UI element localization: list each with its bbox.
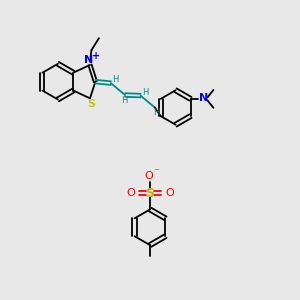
Text: S: S	[87, 99, 95, 109]
Text: O: O	[144, 171, 153, 181]
Text: N: N	[199, 93, 208, 103]
Text: H: H	[121, 96, 128, 105]
Text: ⁻: ⁻	[153, 167, 159, 177]
Text: O: O	[126, 188, 135, 198]
Text: +: +	[92, 51, 100, 61]
Text: H: H	[142, 88, 148, 97]
Text: H: H	[153, 108, 160, 117]
Text: S: S	[146, 187, 154, 200]
Text: O: O	[165, 188, 174, 198]
Text: H: H	[112, 75, 119, 84]
Text: N: N	[84, 55, 93, 64]
